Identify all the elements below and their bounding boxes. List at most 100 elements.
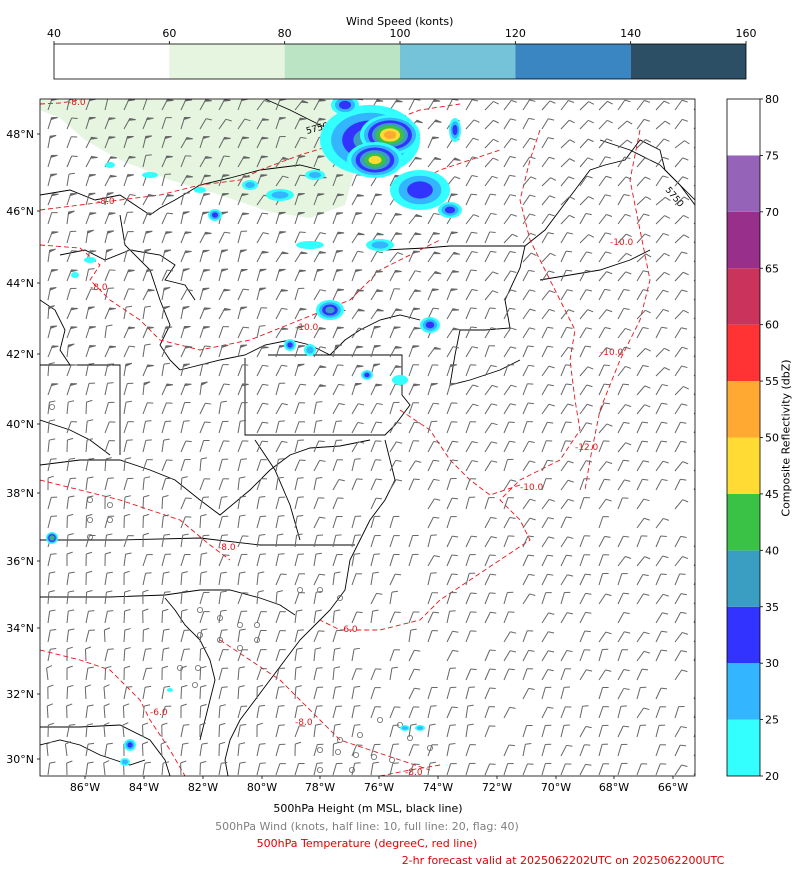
wind-barb — [162, 495, 169, 498]
wind-barb — [682, 556, 689, 560]
wind-barb — [541, 478, 547, 491]
wind-barb — [566, 269, 573, 272]
wind-barb-flag — [258, 287, 267, 292]
wind-barb — [199, 402, 206, 415]
wind-barb — [87, 761, 94, 764]
wind-barb — [503, 156, 511, 168]
wind-barb — [663, 138, 670, 142]
wind-colorbar-title: Wind Speed (konts) — [346, 15, 454, 28]
wind-colorbar: 40 60 80 100 120 140 160 — [47, 27, 757, 80]
wind-barb — [548, 536, 555, 539]
wind-barb — [320, 289, 327, 292]
wind-barb — [316, 477, 323, 479]
wind-barb — [617, 404, 626, 415]
wind-barb — [701, 746, 707, 748]
wind-barb — [617, 346, 626, 358]
wind-barb — [446, 421, 452, 434]
wind-barb — [636, 763, 642, 776]
wind-barb — [205, 118, 213, 121]
wind-barb — [579, 157, 589, 168]
wind-barb — [645, 347, 651, 352]
wind-barb-flag — [145, 117, 154, 121]
wind-barb — [682, 631, 689, 635]
wind-barb — [641, 668, 649, 671]
wind-barb — [46, 741, 53, 745]
wind-barb — [579, 630, 586, 643]
wind-barb — [702, 462, 707, 464]
wind-barb — [85, 515, 88, 529]
latitude-label: 48°N — [6, 128, 34, 141]
wind-barb-flag — [239, 344, 248, 349]
wind-barb — [484, 763, 491, 776]
wind-barb — [294, 725, 300, 738]
calm-wind-circle — [336, 737, 343, 744]
wind-barb — [701, 214, 707, 216]
wind-barb-flag — [182, 306, 190, 311]
wind-barb — [218, 592, 222, 605]
wind-barb — [661, 384, 668, 387]
wind-barb — [642, 364, 649, 368]
wind-barb — [183, 420, 190, 422]
wind-barb — [598, 309, 607, 320]
wind-barb — [180, 516, 186, 529]
wind-barb — [510, 270, 517, 273]
wind-barb — [547, 326, 554, 329]
wind-barb — [124, 665, 131, 669]
wind-barb — [218, 687, 223, 700]
wind-barb — [389, 573, 396, 586]
wind-barb — [123, 648, 126, 662]
wind-barb — [257, 590, 264, 593]
wind-barb — [522, 554, 529, 567]
wind-barb — [313, 478, 317, 491]
wind-barb — [465, 156, 473, 168]
wind-barb — [370, 212, 377, 225]
wind-barb — [598, 251, 606, 263]
wind-barb — [541, 763, 546, 776]
reflectivity-echo — [105, 162, 115, 168]
calm-wind-circles — [49, 403, 433, 774]
latitude-label: 34°N — [6, 622, 34, 635]
temperature-contours — [40, 99, 651, 776]
wind-barb — [200, 760, 207, 764]
wind-barb — [166, 212, 174, 215]
wind-barb — [465, 573, 470, 586]
wind-barb — [636, 157, 646, 168]
calm-wind-circle — [336, 595, 343, 602]
wind-barb — [703, 197, 708, 200]
wind-barb — [510, 384, 517, 388]
reflectivity-echo — [296, 241, 324, 249]
wind-barb — [358, 327, 365, 331]
wind-barb — [49, 571, 56, 574]
wind-barb — [655, 138, 665, 149]
wind-barb-flag — [165, 383, 174, 387]
wind-barb — [510, 213, 517, 217]
wind-barb — [142, 573, 147, 586]
reflectivity-colorbar-cell — [727, 663, 760, 720]
wind-barb — [256, 212, 263, 225]
wind-barb — [568, 309, 575, 313]
wind-barb — [446, 611, 451, 624]
wind-barb-flag — [261, 118, 270, 121]
wind-barb — [275, 441, 283, 453]
wind-barb — [446, 478, 452, 491]
wind-barb — [237, 402, 243, 415]
wind-barb — [256, 573, 259, 586]
wind-barb — [90, 288, 97, 291]
wind-barb — [142, 741, 149, 745]
wind-barb — [509, 307, 516, 310]
wind-barb — [389, 611, 396, 624]
wind-barb — [68, 172, 76, 175]
wind-barb-flag — [242, 175, 250, 178]
wind-barb — [465, 175, 473, 187]
wind-barb — [85, 459, 89, 472]
wind-barb-flag — [316, 212, 325, 216]
wind-barb — [332, 668, 335, 681]
wind-barb — [503, 194, 511, 206]
wind-barb — [503, 100, 512, 111]
wind-barb — [530, 252, 537, 256]
wind-barb — [579, 669, 587, 681]
wind-barb — [129, 193, 136, 197]
wind-barb — [625, 271, 632, 275]
wind-barb-flag — [433, 156, 442, 161]
wind-barb — [124, 647, 131, 650]
